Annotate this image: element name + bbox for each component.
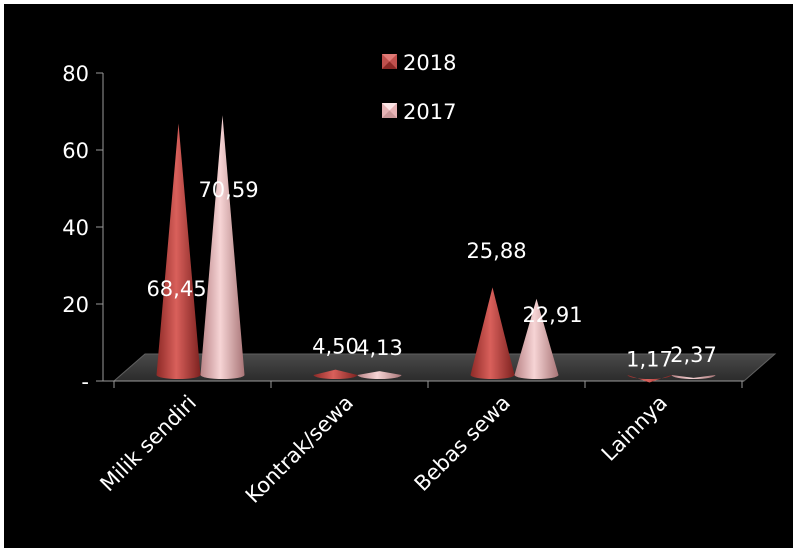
data-label-2018-1: 4,50: [312, 335, 359, 359]
legend-swatch-facet: [382, 54, 397, 62]
legend-swatch-facet: [382, 103, 397, 111]
cone-2017-3: [671, 375, 716, 379]
data-label-2017-3: 2,37: [670, 343, 717, 367]
x-category-label: Bebas sewa: [410, 391, 515, 496]
data-label-2017-0: 70,59: [198, 178, 258, 202]
cone-2018-2: [470, 287, 515, 379]
legend-label-2018: 2018: [403, 51, 456, 75]
x-category-label: Kontrak/sewa: [241, 391, 358, 508]
cone-bar-chart: - 20 40 60 80 Milik sendiri Kontrak/sewa Bebas …: [62, 51, 777, 508]
legend-swatch-facet: [382, 61, 397, 69]
y-tick-label: -: [81, 370, 89, 394]
y-tick-label: 60: [62, 139, 89, 163]
x-category-label: Lainnya: [597, 391, 672, 466]
cone-2018-0: [156, 123, 201, 379]
data-label-2017-2: 22,91: [522, 303, 582, 327]
x-category-label: Milik sendiri: [95, 391, 201, 497]
legend-item-2017: 2017: [382, 100, 456, 124]
cone-2018-3: [627, 375, 672, 383]
y-tick-label: 20: [62, 293, 89, 317]
data-label-2017-1: 4,13: [356, 336, 403, 360]
cone-2017-0: [200, 115, 245, 379]
data-label-2018-3: 1,17: [626, 347, 673, 371]
y-tick-label: 40: [62, 216, 89, 240]
legend-swatch-facet: [382, 110, 397, 118]
data-label-2018-2: 25,88: [466, 239, 526, 263]
cone-2017-2: [514, 298, 559, 379]
data-label-2018-0: 68,45: [146, 277, 206, 301]
legend-item-2018: 2018: [382, 51, 456, 75]
y-tick-label: 80: [62, 62, 89, 86]
chart-frame: - 20 40 60 80 Milik sendiri Kontrak/sewa Bebas …: [4, 4, 793, 548]
legend-label-2017: 2017: [403, 100, 456, 124]
cone-2017-1: [357, 371, 402, 379]
cone-2018-1: [313, 369, 358, 379]
